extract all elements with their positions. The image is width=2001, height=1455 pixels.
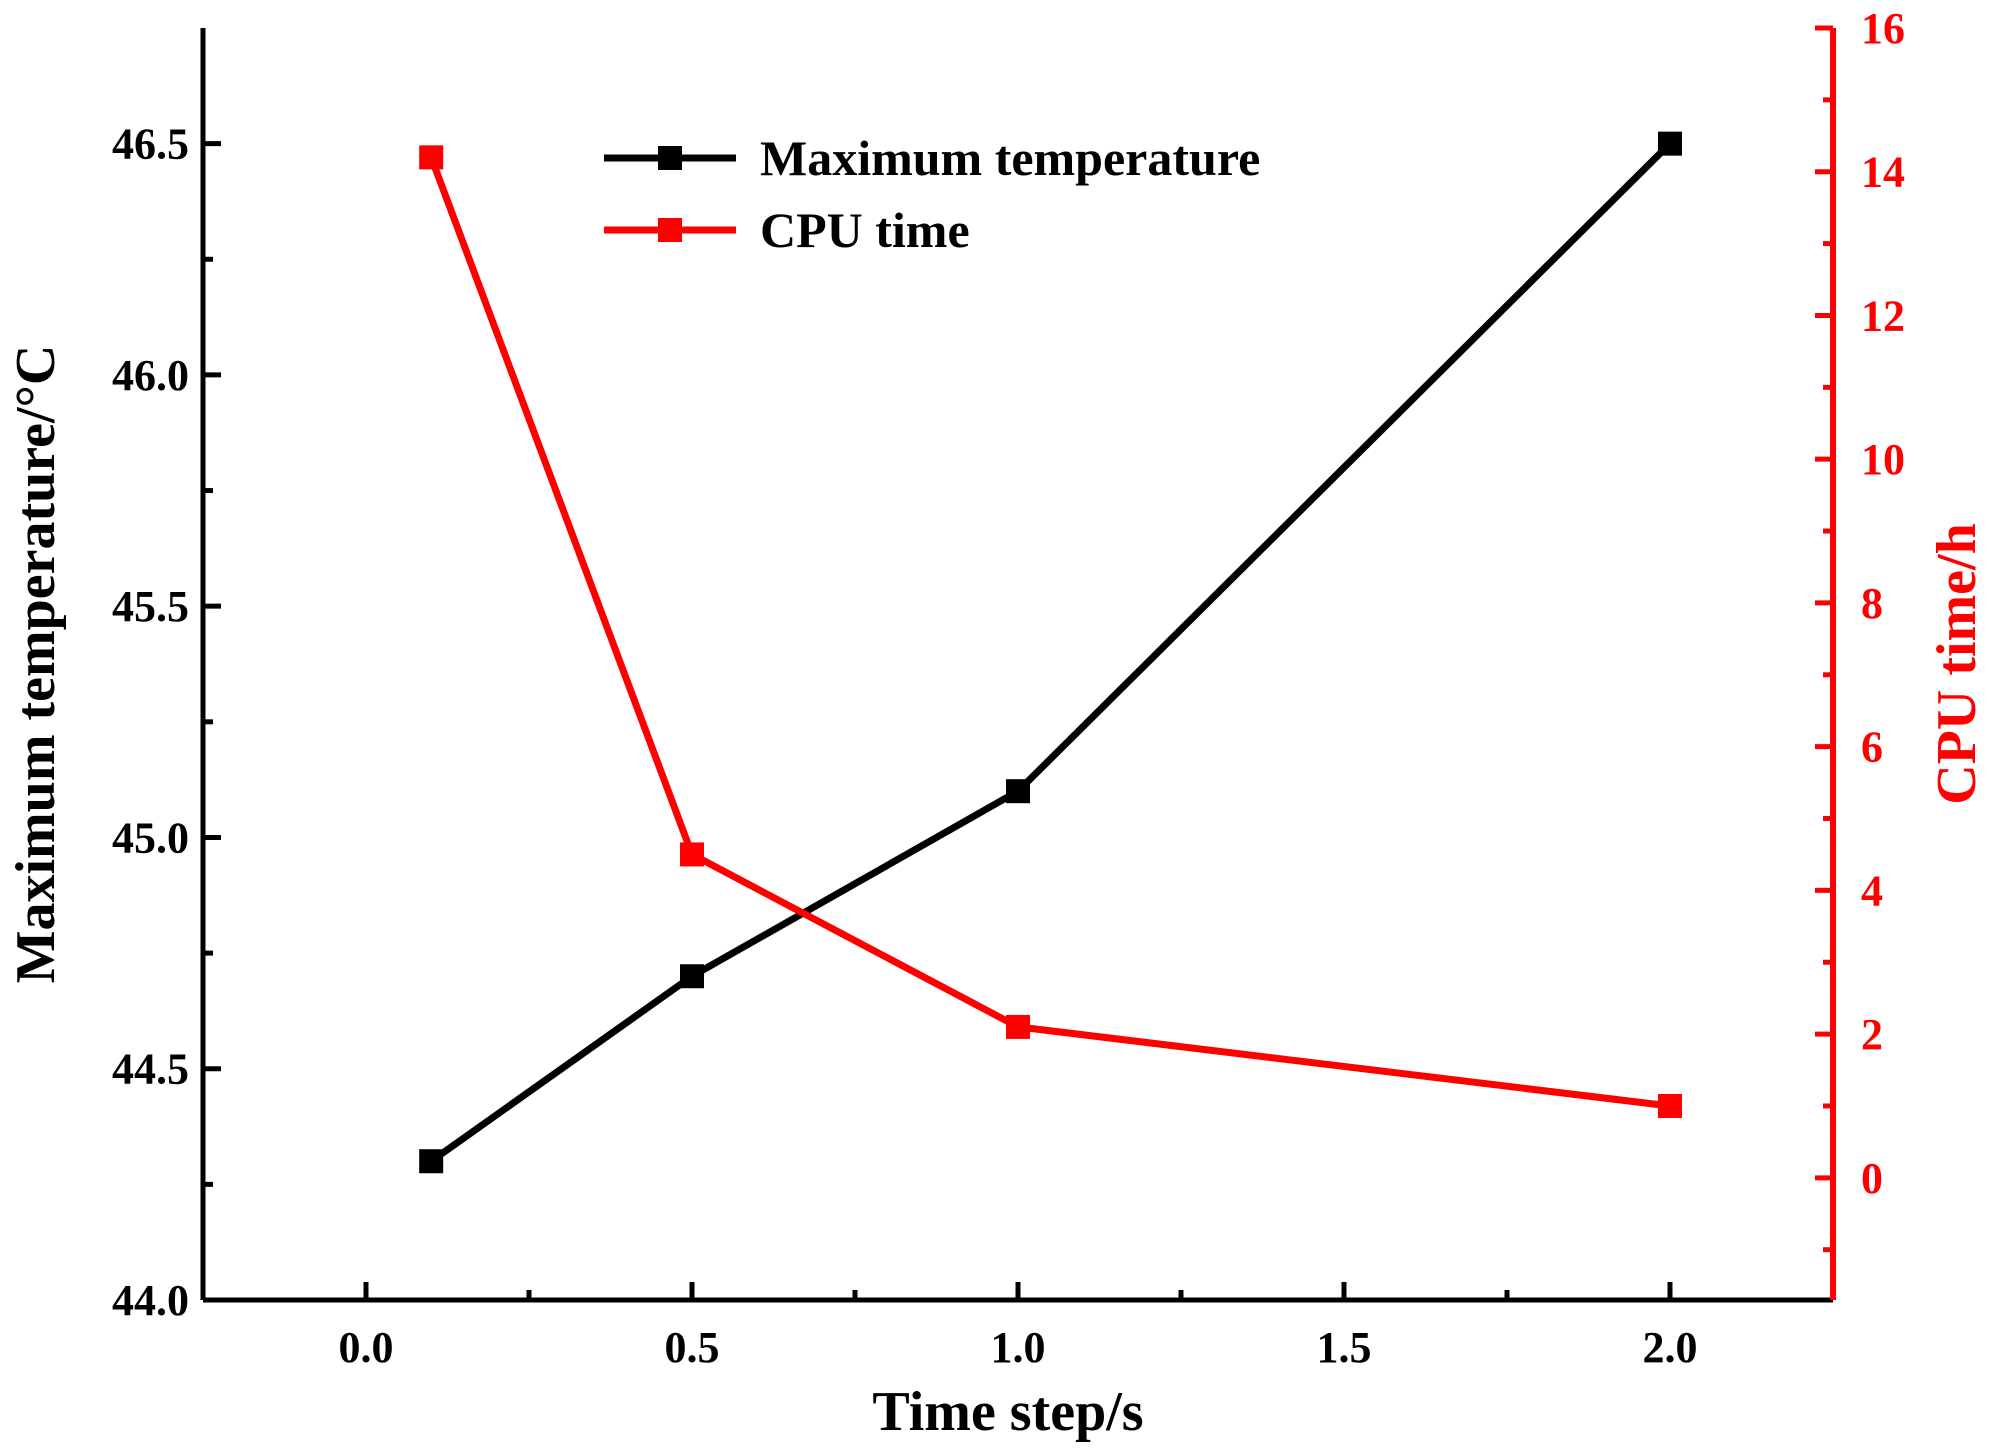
left-axis-title: Maximum temperature/°C	[5, 345, 67, 984]
left-tick-label: 44.5	[112, 1045, 189, 1094]
x-tick-label: 0.5	[665, 1323, 720, 1372]
right-axis-title: CPU time/h	[1926, 523, 1988, 805]
x-tick-label: 2.0	[1643, 1323, 1698, 1372]
left-tick-label: 46.0	[112, 351, 189, 400]
right-tick-label: 6	[1861, 723, 1883, 772]
cpu-time-point-1	[680, 842, 704, 867]
x-tick-label: 0.0	[339, 1323, 394, 1372]
right-tick-label: 14	[1861, 148, 1905, 197]
x-axis-title: Time step/s	[872, 1381, 1143, 1443]
x-tick-label: 1.0	[991, 1323, 1046, 1372]
series-layer	[419, 131, 1682, 1174]
right-tick-label: 2	[1861, 1010, 1883, 1059]
right-tick-label: 12	[1861, 291, 1905, 340]
cpu-time-point-0	[419, 145, 444, 170]
right-tick-label: 4	[1861, 866, 1883, 915]
cpu-time-point-2	[1006, 1014, 1030, 1039]
cpu-time-point-3	[1658, 1093, 1682, 1118]
legend-label-max-temperature: Maximum temperature	[760, 130, 1260, 186]
series-line-cpu-time	[427, 156, 1671, 1110]
x-tick-label: 1.5	[1317, 1323, 1372, 1372]
left-tick-label: 44.0	[112, 1276, 189, 1325]
right-tick-label: 16	[1861, 4, 1905, 53]
axes-layer: 0.0 0.5 1.0 1.5 2.0 44.0 44.5 45.0 45.5 46.0 46.5 0…	[5, 4, 1988, 1443]
max-temperature-point-1	[680, 964, 704, 989]
left-tick-label: 45.5	[112, 582, 189, 631]
legend-marker-cpu-time	[658, 218, 682, 242]
series-line-max-temperature	[429, 141, 1673, 1165]
legend-label-cpu-time: CPU time	[760, 202, 970, 258]
legend: Maximum temperature CPU time	[604, 130, 1260, 258]
left-tick-label: 45.0	[112, 813, 189, 862]
legend-marker-max-temperature	[658, 146, 682, 170]
max-temperature-point-0	[419, 1149, 444, 1174]
max-temperature-point-3	[1658, 131, 1682, 156]
right-tick-label: 10	[1861, 435, 1905, 484]
left-tick-label: 46.5	[112, 120, 189, 169]
right-tick-label: 8	[1861, 579, 1883, 628]
right-tick-label: 0	[1861, 1154, 1883, 1203]
max-temperature-point-2	[1006, 779, 1030, 804]
